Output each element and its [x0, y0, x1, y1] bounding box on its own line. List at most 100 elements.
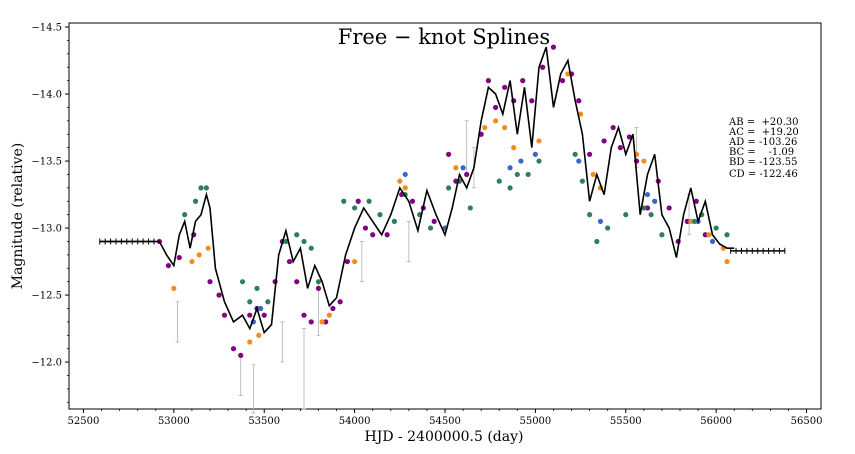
y-tick-label: −13.5	[31, 157, 62, 168]
data-point-purple	[520, 78, 526, 84]
data-point-purple	[559, 78, 566, 84]
data-point-purple	[247, 312, 253, 318]
data-point-purple	[644, 205, 651, 211]
data-point-orange	[590, 171, 596, 178]
delay-ab: AB = +20.30	[728, 117, 799, 128]
data-point-green	[724, 232, 730, 238]
data-point-purple	[308, 319, 314, 325]
data-point-purple	[617, 145, 623, 151]
data-point-purple	[464, 171, 470, 178]
data-point-green	[315, 279, 322, 285]
data-point-purple	[431, 218, 437, 224]
data-point-purple	[409, 198, 416, 204]
data-point-green	[507, 185, 513, 191]
data-point-green	[536, 158, 542, 164]
x-tick-label: 56000	[700, 416, 732, 427]
data-point-purple	[238, 352, 244, 358]
data-point-purple	[601, 138, 607, 144]
y-tick-label: −13.0	[31, 224, 62, 235]
data-point-blue	[518, 158, 524, 164]
data-point-purple	[540, 64, 546, 70]
x-tick-label: 56500	[791, 416, 823, 427]
data-point-green	[341, 198, 347, 204]
x-axis-title: HJD - 2400000.5 (day)	[365, 429, 524, 445]
data-point-blue	[652, 198, 658, 204]
data-point-purple	[294, 279, 300, 285]
data-point-blue	[402, 171, 408, 178]
data-point-orange	[688, 218, 694, 224]
data-point-purple	[493, 104, 499, 111]
data-point-green	[283, 238, 289, 245]
data-point-orange	[196, 252, 202, 258]
y-tick-label: −14.5	[31, 23, 62, 34]
data-point-orange	[511, 145, 517, 151]
data-point-purple	[165, 262, 172, 269]
data-point-green	[605, 225, 611, 231]
data-point-green	[192, 198, 199, 204]
data-point-purple	[684, 218, 690, 224]
data-point-purple	[330, 305, 336, 312]
data-point-orange	[326, 312, 332, 318]
data-point-purple	[216, 292, 222, 298]
data-point-purple	[344, 258, 350, 265]
data-point-purple	[221, 312, 228, 318]
y-axis-ticks: −14.5 −14.0 −13.5 −13.0 −12.5 −12.0	[31, 23, 69, 403]
data-point-purple	[550, 44, 557, 50]
data-point-green	[572, 151, 578, 157]
data-point-purple	[693, 198, 699, 204]
delay-annotations: AB = +20.30 AC = +19.20 AD = -103.26 BC …	[728, 117, 799, 180]
data-point-green	[198, 185, 204, 191]
data-point-orange	[724, 258, 730, 265]
data-point-orange	[189, 258, 195, 265]
data-point-green	[659, 232, 665, 238]
data-point-green	[446, 185, 452, 191]
data-point-green	[377, 212, 383, 218]
data-point-orange	[171, 285, 177, 291]
delay-bc: BC = -1.09	[729, 147, 794, 158]
delay-bd: BD = -123.55	[729, 157, 797, 168]
data-point-green	[594, 238, 600, 245]
spline-curve	[99, 46, 735, 335]
data-point-green	[623, 212, 629, 218]
data-point-orange	[502, 124, 508, 131]
data-point-green	[247, 299, 253, 305]
data-point-purple	[587, 151, 593, 157]
data-point-purple	[362, 225, 369, 231]
data-point-orange	[319, 319, 325, 325]
data-point-purple	[626, 134, 632, 140]
x-tick-label: 55000	[519, 416, 551, 427]
data-point-green	[254, 285, 260, 291]
chart-title: Free − knot Splines	[338, 25, 550, 49]
data-point-purple	[301, 312, 307, 318]
data-point-orange	[247, 339, 253, 345]
data-point-green	[239, 279, 246, 285]
data-point-green	[713, 225, 719, 231]
x-tick-label: 54000	[339, 416, 371, 427]
y-axis-title: Magnitude (relative)	[10, 143, 26, 290]
data-point-green	[691, 218, 698, 224]
data-point-blue	[576, 158, 582, 164]
x-tick-label: 53000	[158, 416, 190, 427]
data-point-blue	[460, 165, 466, 171]
data-point-orange	[352, 258, 358, 265]
data-point-orange	[453, 165, 459, 171]
data-point-blue	[597, 218, 604, 224]
data-point-purple	[370, 232, 376, 238]
data-point-purple	[286, 258, 293, 265]
data-point-green	[467, 205, 473, 211]
data-point-purple	[176, 254, 182, 261]
data-point-orange	[397, 178, 403, 184]
data-point-orange	[536, 138, 542, 144]
data-point-purple	[261, 312, 267, 318]
data-point-purple	[315, 285, 322, 291]
data-point-orange	[205, 245, 211, 251]
data-point-purple	[337, 299, 343, 305]
data-point-purple	[230, 346, 237, 352]
data-point-blue	[507, 165, 513, 171]
delay-ad: AD = -103.26	[728, 137, 797, 148]
data-point-orange	[482, 124, 488, 131]
data-point-orange	[402, 185, 408, 191]
data-point-green	[182, 212, 188, 218]
y-tick-label: −12.5	[31, 291, 62, 302]
